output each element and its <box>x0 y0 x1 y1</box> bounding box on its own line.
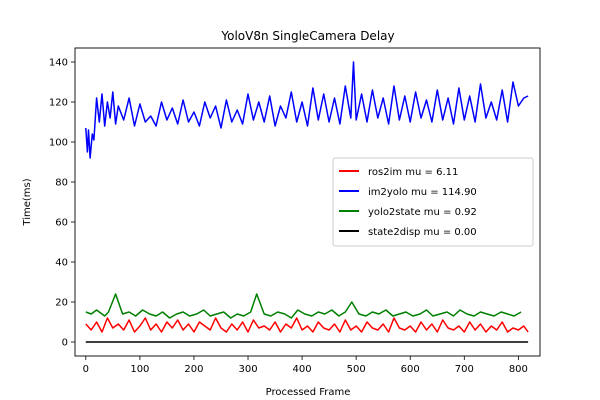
x-tick-label: 200 <box>184 364 203 375</box>
legend-label-4: state2disp mu = 0.00 <box>368 227 477 238</box>
y-tick-label: 20 <box>55 298 68 309</box>
x-tick-label: 600 <box>401 364 420 375</box>
x-tick-label: 300 <box>238 364 257 375</box>
y-tick-label: 120 <box>49 98 68 109</box>
y-tick-label: 80 <box>55 178 68 189</box>
x-tick-label: 500 <box>347 364 366 375</box>
legend-label-1: ros2im mu = 6.11 <box>368 167 458 178</box>
plot-area <box>85 61 529 343</box>
x-axis-ticks: 0 100 200 300 400 500 600 700 800 <box>83 356 528 375</box>
y-tick-label: 60 <box>55 218 68 229</box>
y-tick-label: 100 <box>49 138 68 149</box>
y-tick-label: 140 <box>49 58 68 69</box>
x-tick-label: 400 <box>293 364 312 375</box>
x-tick-label: 100 <box>130 364 149 375</box>
series-line-2 <box>85 61 529 159</box>
x-tick-label: 700 <box>455 364 474 375</box>
series-line-1 <box>85 317 529 333</box>
legend-box <box>332 157 534 247</box>
legend-label-3: yolo2state mu = 0.92 <box>368 207 477 218</box>
y-tick-label: 40 <box>55 258 68 269</box>
x-tick-label: 0 <box>83 364 89 375</box>
x-axis-label: Processed Frame <box>266 387 351 398</box>
axes-frame <box>74 47 541 357</box>
legend: ros2im mu = 6.11 im2yolo mu = 114.90 yolo2… <box>332 157 534 247</box>
x-tick-label: 800 <box>509 364 528 375</box>
y-tick-label: 0 <box>62 338 68 349</box>
series-line-3 <box>85 293 522 319</box>
chart-title: YoloV8n SingleCamera Delay <box>220 29 394 43</box>
y-axis-ticks: 0 20 40 60 80 100 120 140 <box>49 58 75 349</box>
y-axis-label: Time(ms) <box>22 178 33 226</box>
legend-label-2: im2yolo mu = 114.90 <box>368 187 477 198</box>
